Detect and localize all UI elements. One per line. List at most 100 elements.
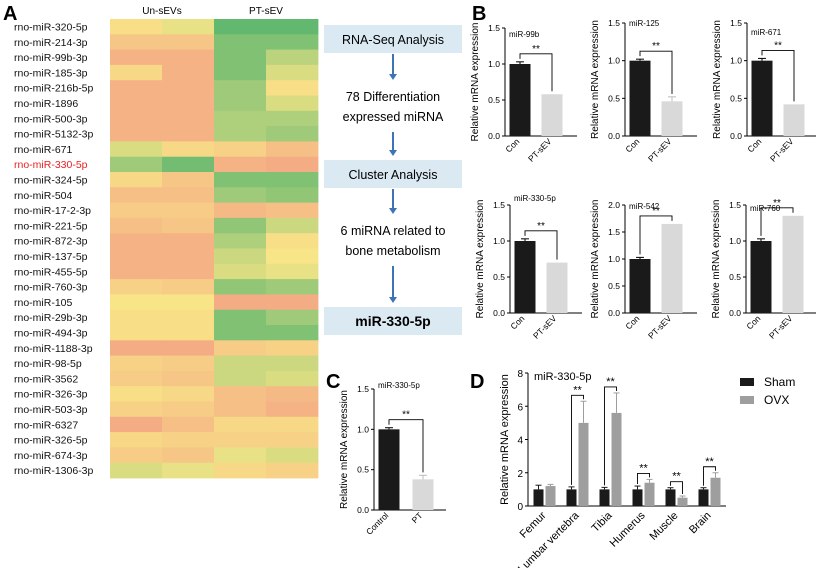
heatmap-row-label: rno-miR-330-5p <box>14 159 88 171</box>
heatmap-cell <box>266 340 319 356</box>
y-tick-label: 0.0 <box>493 308 505 318</box>
heatmap-cell <box>110 126 163 142</box>
heatmap-cell <box>110 370 163 387</box>
heatmap-row-label: rno-miR-6327 <box>14 419 78 431</box>
bar <box>710 477 721 506</box>
significance-bracket <box>571 394 584 485</box>
heatmap-cell <box>162 370 215 387</box>
chart-title: miR-330-5p <box>534 371 591 383</box>
significance-label: ** <box>573 384 582 396</box>
heatmap-cell <box>162 462 215 479</box>
flowchart-step-label: expressed miRNA <box>343 110 444 124</box>
heatmap-cell <box>162 202 215 219</box>
heatmap-cell <box>162 279 215 295</box>
significance-label: ** <box>532 44 540 55</box>
heatmap-cell <box>266 110 319 127</box>
heatmap-row-label: rno-miR-3562 <box>14 373 78 385</box>
heatmap-row-label: rno-miR-214-3p <box>14 37 88 49</box>
x-tick-label: PT-sEV <box>646 136 674 164</box>
y-tick-label: 1.0 <box>488 59 500 69</box>
heatmap-cell <box>266 462 319 479</box>
x-tick-label: Tibia <box>590 509 616 535</box>
x-tick-label: PT-sEV <box>646 313 674 341</box>
heatmap-cell <box>266 309 319 326</box>
heatmap-cell <box>110 248 163 265</box>
y-tick-label: 1.0 <box>608 56 620 66</box>
heatmap-cell <box>110 416 163 433</box>
y-tick-label: 0.5 <box>488 95 500 105</box>
significance-bracket <box>519 53 553 92</box>
heatmap-cell <box>162 340 215 356</box>
heatmap-row-label: rno-miR-320-5p <box>14 22 88 34</box>
heatmap-cell <box>214 309 267 326</box>
heatmap-cell <box>266 156 319 173</box>
x-tick-label: Con <box>744 313 762 331</box>
heatmap-row-label: rno-miR-324-5p <box>14 175 88 187</box>
heatmap-cell <box>162 49 215 66</box>
y-tick-label: 1.0 <box>357 424 369 434</box>
chart-title: miR-760 <box>750 204 781 213</box>
heatmap-cell <box>110 95 163 112</box>
heatmap-row-label: rno-miR-1896 <box>14 98 78 110</box>
heatmap-cell <box>266 64 319 81</box>
heatmap-row-label: rno-miR-455-5p <box>14 266 88 278</box>
bar <box>629 259 651 313</box>
significance-label: ** <box>773 198 781 209</box>
heatmap-cell <box>214 64 267 81</box>
y-tick-label: 1.5 <box>730 18 742 28</box>
heatmap-cell <box>162 126 215 142</box>
flowchart-arrow-head <box>389 74 397 80</box>
chart-title: miR-99b <box>509 30 540 39</box>
y-tick-label: 4 <box>517 436 523 447</box>
heatmap-row-label: rno-miR-17-2-3p <box>14 205 91 217</box>
y-tick-label: 6 <box>517 402 523 413</box>
flowchart-arrow-head <box>389 297 397 303</box>
heatmap-row-label: rno-miR-504 <box>14 190 73 202</box>
heatmap-cell <box>266 370 319 387</box>
heatmap-cell <box>214 416 267 433</box>
significance-label: ** <box>606 376 615 388</box>
heatmap-cell <box>266 355 319 372</box>
heatmap-cell <box>162 187 215 203</box>
heatmap-cell <box>266 386 319 402</box>
heatmap-cell <box>266 141 319 158</box>
x-tick-label: PT-sEV <box>767 313 795 341</box>
heatmap-cell <box>214 386 267 402</box>
heatmap-cell <box>266 202 319 219</box>
heatmap-cell <box>110 141 163 158</box>
heatmap-cell <box>214 110 267 127</box>
heatmap-cell <box>266 187 319 203</box>
heatmap-cell <box>266 34 319 50</box>
significance-label: ** <box>639 462 648 474</box>
heatmap-cell <box>214 462 267 479</box>
chart-title: miR-330-5p <box>378 381 420 390</box>
x-tick-label: Con <box>623 136 641 154</box>
heatmap-cell <box>162 172 215 188</box>
bar <box>677 497 688 506</box>
chart-title: miR-671 <box>751 28 782 37</box>
bar <box>661 101 683 136</box>
x-tick-label: Con <box>745 136 763 154</box>
heatmap-cell <box>214 432 267 448</box>
flowchart-step-label: 78 Differentiation <box>346 90 440 104</box>
y-tick-label: 0.0 <box>608 131 620 141</box>
heatmap-cell <box>110 340 163 356</box>
heatmap-cell <box>110 279 163 295</box>
significance-label: ** <box>652 206 660 217</box>
x-tick-label: Muscle <box>647 510 680 543</box>
y-axis-label: Relative mRNA expression <box>590 20 601 139</box>
heatmap-cell <box>110 156 163 173</box>
heatmap-cell <box>266 325 319 341</box>
significance-bracket <box>703 466 716 486</box>
bar <box>751 60 773 136</box>
y-tick-label: 1.0 <box>729 236 741 246</box>
heatmap-cell <box>110 64 163 81</box>
chart-title: miR-542 <box>629 202 660 211</box>
heatmap-cell <box>162 80 215 96</box>
y-tick-label: 1.5 <box>488 23 500 33</box>
legend-label: Sham <box>764 375 795 389</box>
flowchart-step-label: bone metabolism <box>345 244 440 258</box>
heatmap-cell <box>110 202 163 219</box>
heatmap-cell <box>162 233 215 249</box>
